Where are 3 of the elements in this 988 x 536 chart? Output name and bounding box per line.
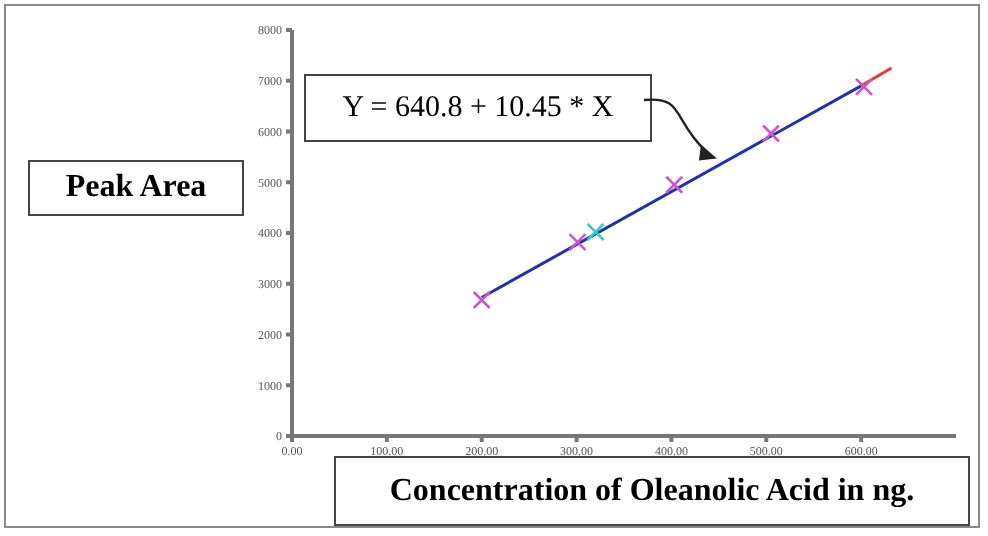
x-axis-title: Concentration of Oleanolic Acid in ng. <box>334 456 970 526</box>
y-axis-title: Peak Area <box>28 160 244 216</box>
annotation: Y = 640.8 + 10.45 * X <box>304 74 652 142</box>
